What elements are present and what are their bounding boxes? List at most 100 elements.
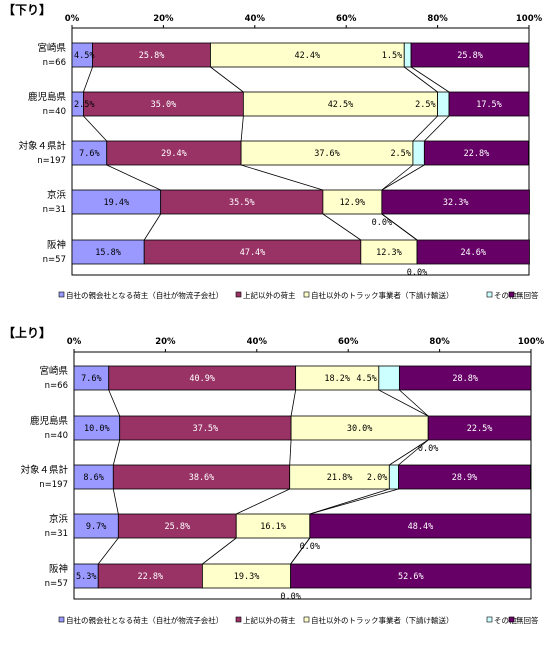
category-n-label: n=31: [45, 529, 68, 539]
category-label: 阪神: [47, 239, 66, 251]
connector-line: [240, 115, 244, 142]
data-label: 25.8%: [457, 51, 483, 61]
category-label: 対象４県計: [20, 464, 68, 476]
data-label: 2.0%: [367, 473, 387, 483]
x-tick-label: 100%: [518, 337, 545, 347]
bar-segment: [73, 464, 114, 490]
x-tick-label: 60%: [336, 14, 357, 24]
data-label: 22.8%: [138, 572, 164, 582]
data-label: 24.6%: [460, 248, 486, 258]
connector-line: [112, 488, 119, 515]
connector-line: [240, 164, 324, 191]
bar-segment: [322, 189, 383, 215]
bar-segment: [73, 365, 110, 391]
bar-segment: [119, 415, 292, 441]
data-label: 15.8%: [95, 248, 121, 258]
data-label: 35.0%: [151, 100, 177, 110]
connector-line: [143, 213, 161, 241]
data-label: 22.5%: [467, 424, 493, 434]
legend-label: 無回答: [516, 615, 539, 625]
bar-segment: [398, 365, 532, 391]
category-label: 鹿児島県: [28, 91, 67, 103]
connector-line: [236, 488, 290, 515]
connector-line: [290, 389, 297, 417]
bar-segment: [403, 42, 412, 68]
bar-segment: [73, 513, 119, 539]
data-label: 0.0%: [418, 444, 438, 454]
x-tick-label: 20%: [153, 14, 174, 24]
data-label: 0.0%: [300, 542, 320, 552]
bar-segment: [143, 239, 362, 265]
category-label: 宮崎県: [39, 365, 68, 377]
connector-line: [381, 164, 425, 191]
connector-line: [83, 66, 93, 93]
legend-swatch: [303, 616, 310, 623]
data-label: 19.3%: [234, 572, 260, 582]
connector-line: [108, 389, 121, 417]
category-n-label: n=57: [45, 579, 68, 589]
legend-label: 自社以外のトラック事業者（下請け輸送）: [311, 290, 454, 300]
bar-segment: [112, 464, 291, 490]
legend-label: 自社以外のトラック事業者（下請け輸送）: [311, 615, 454, 625]
data-label: 1.5%: [382, 51, 402, 61]
bar-segment: [448, 91, 530, 117]
data-label: 21.8%: [327, 473, 353, 483]
bar-segment: [242, 91, 439, 117]
data-label: 5.3%: [76, 572, 96, 582]
bar-segment: [235, 513, 311, 539]
connector-line: [410, 66, 450, 93]
data-label: 17.5%: [476, 100, 502, 110]
data-label: 42.5%: [328, 100, 354, 110]
data-label: 9.7%: [86, 522, 106, 532]
category-n-label: n=66: [43, 58, 66, 68]
data-label: 42.4%: [295, 51, 321, 61]
category-label: 対象４県計: [18, 140, 66, 152]
connector-line: [378, 389, 429, 417]
bar-segment: [160, 189, 324, 215]
legend-label: その他: [494, 615, 517, 625]
bar-segment: [309, 513, 532, 539]
category-label: 阪神: [49, 563, 68, 575]
data-label: 38.6%: [189, 473, 215, 483]
bar-segment: [381, 189, 530, 215]
data-label: 2.5%: [415, 100, 435, 110]
data-label: 12.3%: [376, 248, 402, 258]
bar-segment: [290, 563, 532, 589]
legend-label: 自社の親会社となる荷主（自社が物流子会社）: [66, 615, 223, 625]
bar-segment: [97, 563, 203, 589]
bar-segment: [398, 464, 531, 490]
data-label: 19.4%: [104, 198, 130, 208]
data-label: 25.8%: [164, 522, 190, 532]
data-label: 4.5%: [356, 374, 376, 384]
x-tick-label: 40%: [247, 337, 268, 347]
legend-label: 無回答: [516, 290, 539, 300]
bar-segment: [410, 42, 530, 68]
data-label: 7.6%: [81, 374, 101, 384]
connector-line: [83, 115, 108, 142]
bar-segment: [92, 42, 211, 68]
data-label: 12.9%: [340, 198, 366, 208]
data-label: 28.9%: [452, 473, 478, 483]
legend-swatch: [486, 616, 493, 623]
legend-swatch: [58, 616, 65, 623]
bar-segment: [388, 464, 399, 490]
data-label: 4.5%: [74, 51, 94, 61]
data-label: 2.5%: [74, 100, 94, 110]
data-label: 32.3%: [443, 198, 469, 208]
data-label: 40.9%: [189, 374, 215, 384]
data-label: 16.1%: [260, 522, 286, 532]
data-label: 22.8%: [464, 149, 490, 159]
data-label: 52.6%: [398, 572, 424, 582]
x-tick-label: 0%: [65, 14, 80, 24]
data-label: 48.4%: [408, 522, 434, 532]
bar-segment: [437, 91, 450, 117]
category-label: 京浜: [47, 189, 67, 201]
panel-title-1: 【上り】: [3, 325, 51, 340]
legend-label: 自社の親会社となる荷主（自社が物流子会社）: [66, 290, 223, 300]
category-n-label: n=57: [43, 255, 66, 265]
category-n-label: n=197: [37, 156, 66, 166]
x-tick-label: 40%: [245, 14, 266, 24]
category-label: 京浜: [49, 513, 69, 525]
data-label: 0.0%: [372, 218, 392, 228]
x-tick-label: 20%: [155, 337, 176, 347]
